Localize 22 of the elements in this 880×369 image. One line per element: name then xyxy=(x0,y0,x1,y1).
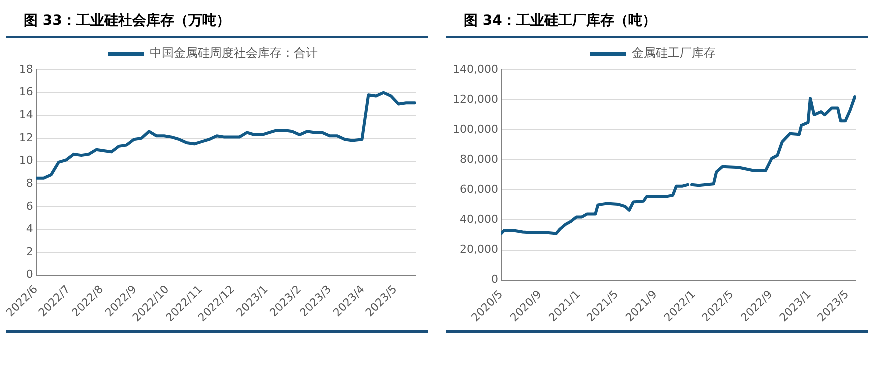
y-tick-label: 80,000 xyxy=(460,152,498,166)
y-tick-label: 18 xyxy=(19,62,34,76)
y-tick-label: 40,000 xyxy=(460,213,498,226)
y-tick-label: 2 xyxy=(26,245,34,258)
chart-title: 图 34：工业硅工厂库存（吨） xyxy=(446,0,868,38)
y-tick-label: 0 xyxy=(26,268,34,282)
y-tick-label: 60,000 xyxy=(460,183,498,196)
y-tick-label: 8 xyxy=(26,176,34,190)
y-tick-label: 120,000 xyxy=(452,92,498,106)
y-tick-label: 140,000 xyxy=(452,62,498,76)
y-tick-label: 14 xyxy=(19,108,34,122)
y-tick-label: 12 xyxy=(19,131,34,144)
y-tick-label: 10 xyxy=(19,154,34,168)
y-tick-label: 16 xyxy=(19,86,34,99)
legend-label: 金属硅工厂库存 xyxy=(632,46,716,60)
y-tick-label: 20,000 xyxy=(460,243,498,256)
chart-title: 图 33：工业硅社会库存（万吨） xyxy=(6,0,428,38)
y-tick-label: 4 xyxy=(26,222,34,236)
y-tick-label: 6 xyxy=(26,200,34,213)
y-tick-label: 100,000 xyxy=(452,122,498,136)
y-tick-label: 0 xyxy=(491,273,498,286)
legend-label: 中国金属硅周度社会库存：合计 xyxy=(150,46,318,60)
